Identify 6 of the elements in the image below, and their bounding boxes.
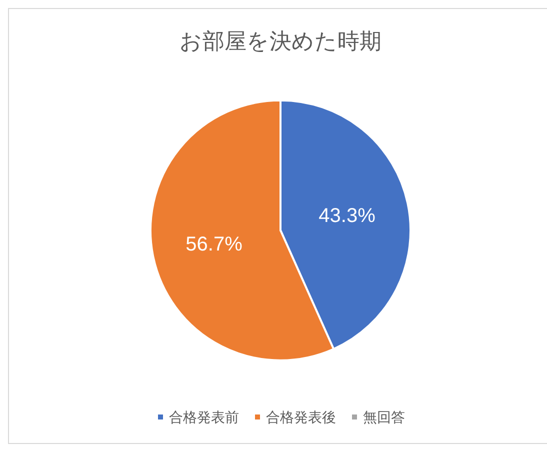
data-label: 56.7% [186, 234, 243, 256]
legend-label: 無回答 [363, 409, 405, 425]
legend-label: 合格発表前 [169, 409, 239, 425]
chart-title: お部屋を決めた時期 [180, 28, 382, 54]
data-label: 43.3% [318, 205, 376, 228]
legend-label: 合格発表後 [266, 409, 336, 425]
